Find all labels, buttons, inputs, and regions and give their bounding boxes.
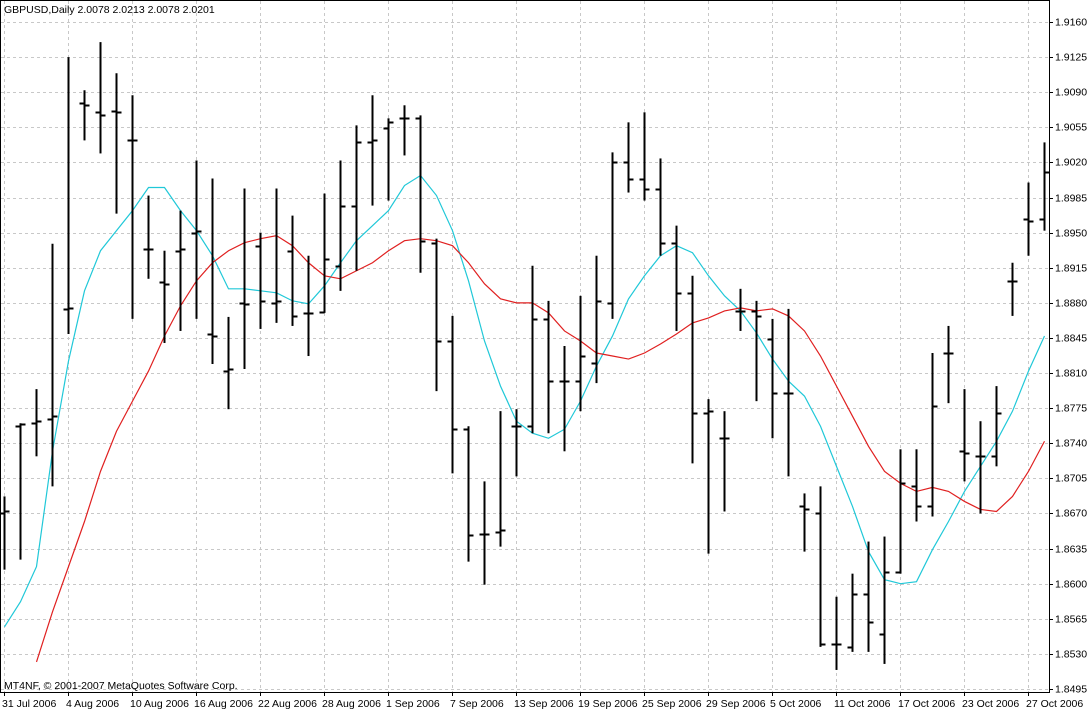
x-tick-label: 31 Jul 2006 bbox=[2, 698, 56, 710]
y-tick-label: 1.8775 bbox=[1055, 402, 1087, 414]
x-tick-label: 19 Sep 2006 bbox=[578, 698, 638, 710]
y-tick-label: 1.9125 bbox=[1055, 51, 1087, 63]
x-tick-label: 22 Aug 2006 bbox=[258, 698, 317, 710]
x-tick-label: 16 Aug 2006 bbox=[194, 698, 253, 710]
y-tick-label: 1.8810 bbox=[1055, 367, 1087, 379]
y-tick-label: 1.8635 bbox=[1055, 543, 1087, 555]
y-tick-label: 1.8565 bbox=[1055, 613, 1087, 625]
y-tick-label: 1.8600 bbox=[1055, 578, 1087, 590]
y-tick-label: 1.9090 bbox=[1055, 86, 1087, 98]
y-tick-label: 1.8950 bbox=[1055, 227, 1087, 239]
x-tick-label: 4 Aug 2006 bbox=[66, 698, 119, 710]
x-tick-label: 10 Aug 2006 bbox=[130, 698, 189, 710]
y-tick-label: 1.8915 bbox=[1055, 262, 1087, 274]
x-tick-label: 29 Sep 2006 bbox=[706, 698, 766, 710]
y-tick-label: 1.8670 bbox=[1055, 507, 1087, 519]
plot-frame bbox=[0, 0, 1050, 693]
x-tick-label: 1 Sep 2006 bbox=[386, 698, 440, 710]
y-tick-label: 1.8740 bbox=[1055, 437, 1087, 449]
axes: 1.9160 1.9125 1.9090 1.9055 1.9020 1.8985 1.89… bbox=[2, 16, 1087, 710]
y-tick-label: 1.8985 bbox=[1055, 192, 1087, 204]
y-tick-label: 1.9160 bbox=[1055, 16, 1087, 28]
y-tick-label: 1.9055 bbox=[1055, 121, 1087, 133]
credit: MT4NF, © 2001-2007 MetaQuotes Software C… bbox=[4, 680, 238, 692]
y-tick-label: 1.8530 bbox=[1055, 648, 1087, 660]
x-tick-label: 25 Sep 2006 bbox=[642, 698, 702, 710]
x-tick-label: 23 Oct 2006 bbox=[962, 698, 1019, 710]
price-bars bbox=[1, 42, 1049, 670]
x-tick-label: 27 Oct 2006 bbox=[1026, 698, 1083, 710]
x-tick-label: 5 Oct 2006 bbox=[770, 698, 822, 710]
x-tick-label: 11 Oct 2006 bbox=[834, 698, 891, 710]
x-tick-label: 28 Aug 2006 bbox=[322, 698, 381, 710]
y-tick-label: 1.9020 bbox=[1055, 156, 1087, 168]
x-tick-label: 7 Sep 2006 bbox=[450, 698, 504, 710]
moving-average bbox=[3, 174, 1046, 628]
x-tick-label: 13 Sep 2006 bbox=[514, 698, 574, 710]
y-tick-label: 1.8845 bbox=[1055, 332, 1087, 344]
chart-title: GBPUSD,Daily 2.0078 2.0213 2.0078 2.0201 bbox=[4, 4, 215, 16]
x-tick-label: 17 Oct 2006 bbox=[898, 698, 955, 710]
moving-average bbox=[35, 235, 1046, 663]
y-tick-label: 1.8495 bbox=[1055, 683, 1087, 695]
y-tick-label: 1.8880 bbox=[1055, 297, 1087, 309]
y-tick-label: 1.8705 bbox=[1055, 472, 1087, 484]
indicators bbox=[3, 174, 1046, 663]
